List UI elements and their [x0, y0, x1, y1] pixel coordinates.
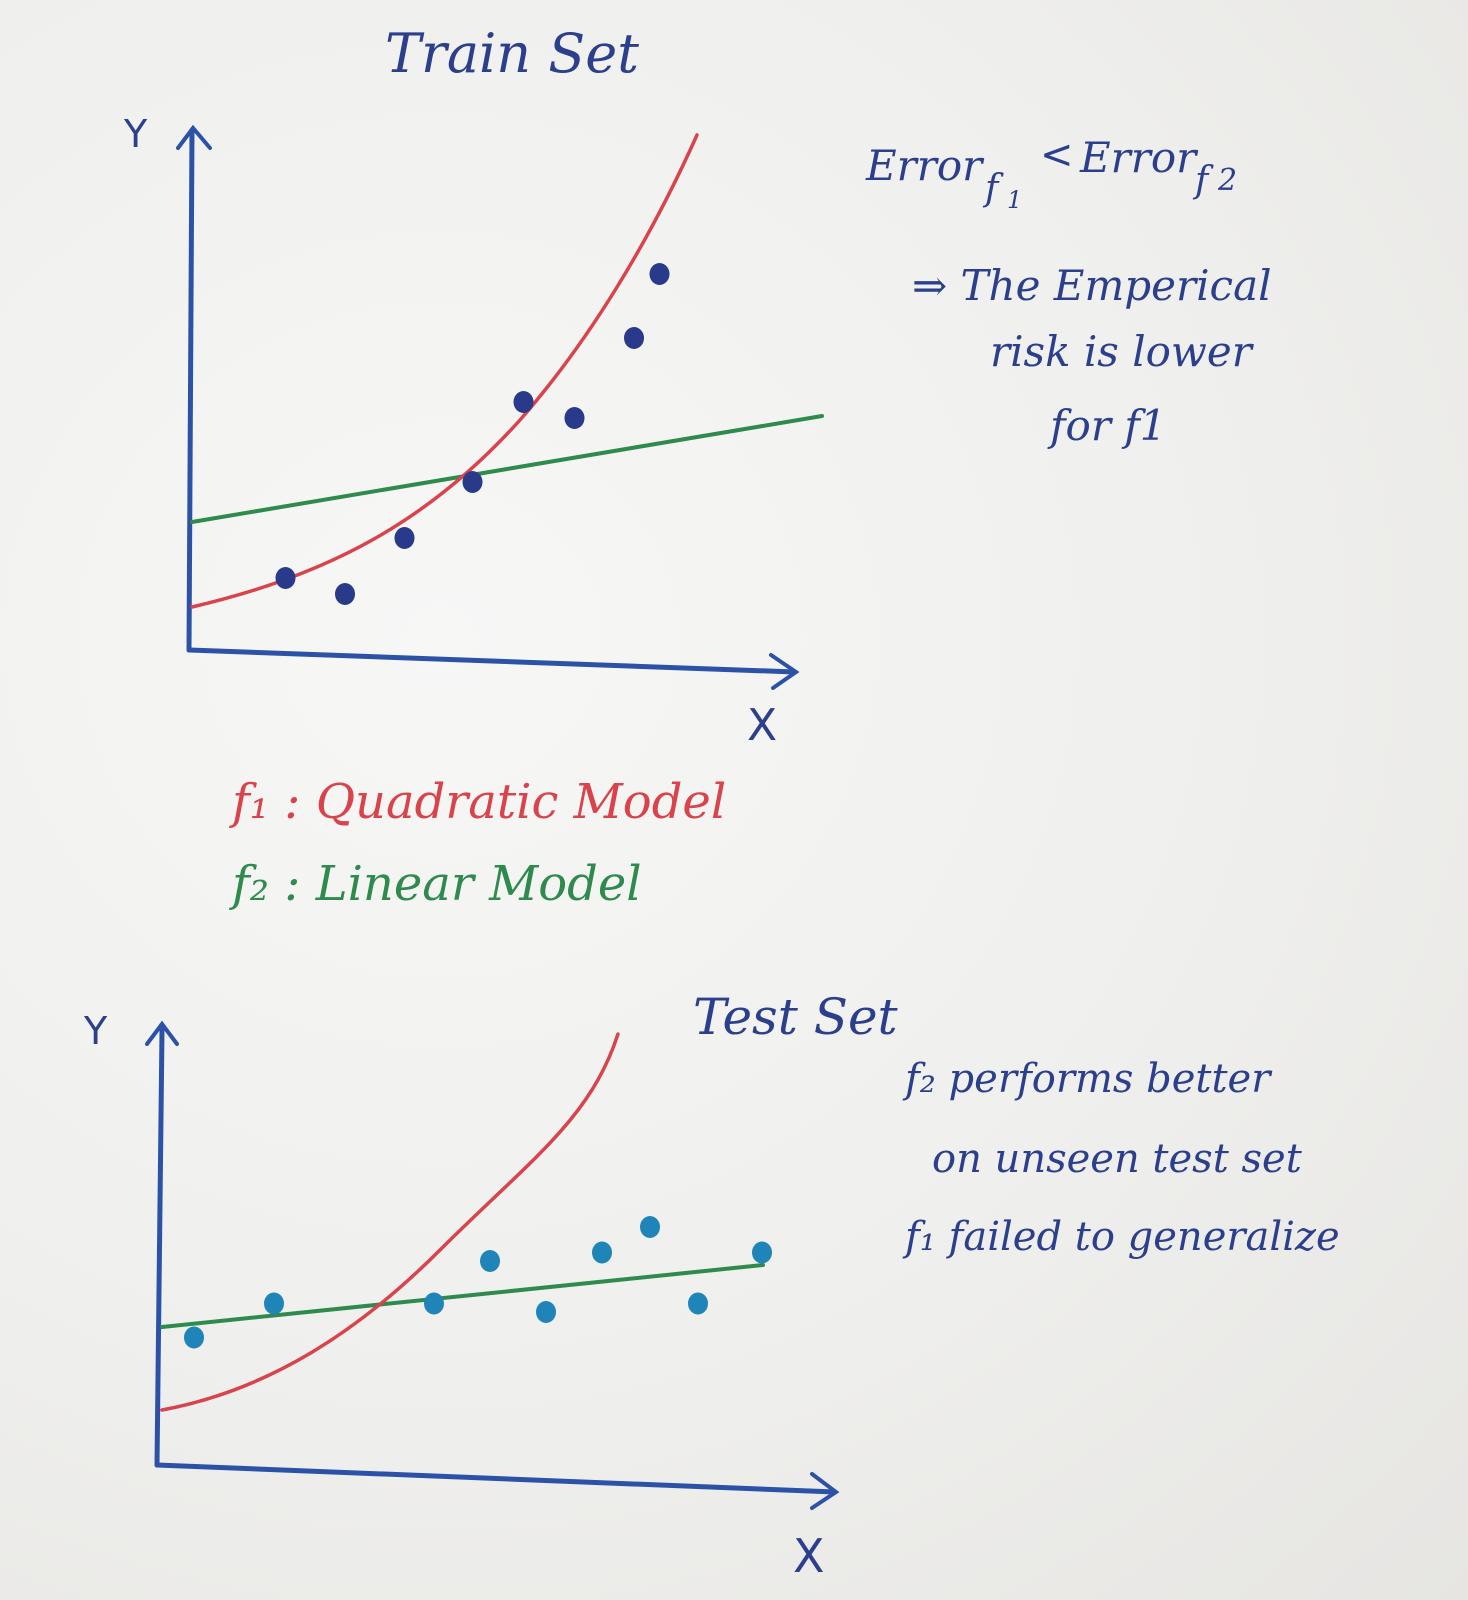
- test-f2-linear-line: [160, 1263, 765, 1329]
- empirical-risk-line-3: for f1: [1047, 401, 1167, 450]
- test-point-4: [480, 1250, 500, 1272]
- legend-f2-linear: f₂ : Linear Model: [229, 856, 642, 912]
- error-f2-subscript-index: 2: [1217, 163, 1237, 198]
- test-y-arrowhead: [145, 1020, 179, 1046]
- train-point-6: [564, 407, 585, 429]
- train-point-5: [513, 391, 534, 413]
- test-point-5: [536, 1301, 556, 1323]
- test-x-label: X: [793, 1529, 825, 1583]
- train-x-axis: [186, 647, 798, 675]
- train-point-2: [335, 583, 355, 605]
- train-point-4: [462, 471, 483, 493]
- error-f2-label: Error: [1079, 133, 1199, 182]
- test-point-1: [184, 1326, 204, 1349]
- error-f2-subscript: f: [1192, 160, 1214, 201]
- error-f1-subscript-index: 1: [1007, 186, 1022, 214]
- legend-f1-quadratic: f₁ : Quadratic Model: [229, 774, 726, 830]
- train-point-3: [394, 527, 415, 549]
- test-x-arrowhead: [810, 1472, 840, 1510]
- test-y-axis: [154, 1027, 165, 1468]
- less-than-sign: <: [1040, 132, 1074, 178]
- train-x-label: X: [747, 700, 777, 751]
- test-note-line-2: on unseen test set: [932, 1136, 1303, 1182]
- test-x-axis: [154, 1462, 838, 1495]
- error-comparison: Error f 1 < Error f 2: [865, 132, 1237, 214]
- empirical-risk-line-1: ⇒ The Emperical: [912, 261, 1272, 310]
- test-y-label: Y: [83, 1009, 108, 1053]
- train-set-title: Train Set: [385, 22, 639, 85]
- train-point-7: [624, 327, 644, 349]
- train-y-arrowhead: [176, 124, 212, 150]
- train-f1-quadratic-curve: [190, 133, 699, 609]
- train-f2-linear-line: [190, 414, 824, 524]
- train-plot: Y X: [123, 112, 824, 751]
- test-point-3: [424, 1292, 444, 1315]
- train-points: [275, 263, 670, 605]
- error-f1-label: Error: [865, 141, 985, 190]
- test-points: [184, 1216, 772, 1349]
- train-y-label: Y: [123, 112, 148, 156]
- train-point-1: [275, 567, 296, 589]
- test-point-2: [264, 1292, 284, 1315]
- test-f1-quadratic-curve: [160, 1032, 620, 1412]
- test-note-line-1: f₂ performs better: [902, 1056, 1273, 1102]
- empirical-risk-line-2: risk is lower: [990, 327, 1255, 376]
- train-point-8: [649, 263, 670, 285]
- train-y-axis: [186, 127, 195, 653]
- test-set-title: Test Set: [693, 988, 899, 1046]
- test-point-7: [640, 1216, 660, 1238]
- test-point-6: [592, 1241, 612, 1264]
- test-point-8: [688, 1292, 708, 1315]
- error-f1-subscript: f: [982, 168, 1004, 209]
- test-note-line-3: f₁ failed to generalize: [902, 1214, 1340, 1260]
- test-point-9: [752, 1241, 772, 1264]
- test-plot: Y X: [83, 1009, 840, 1583]
- train-x-arrowhead: [769, 653, 800, 690]
